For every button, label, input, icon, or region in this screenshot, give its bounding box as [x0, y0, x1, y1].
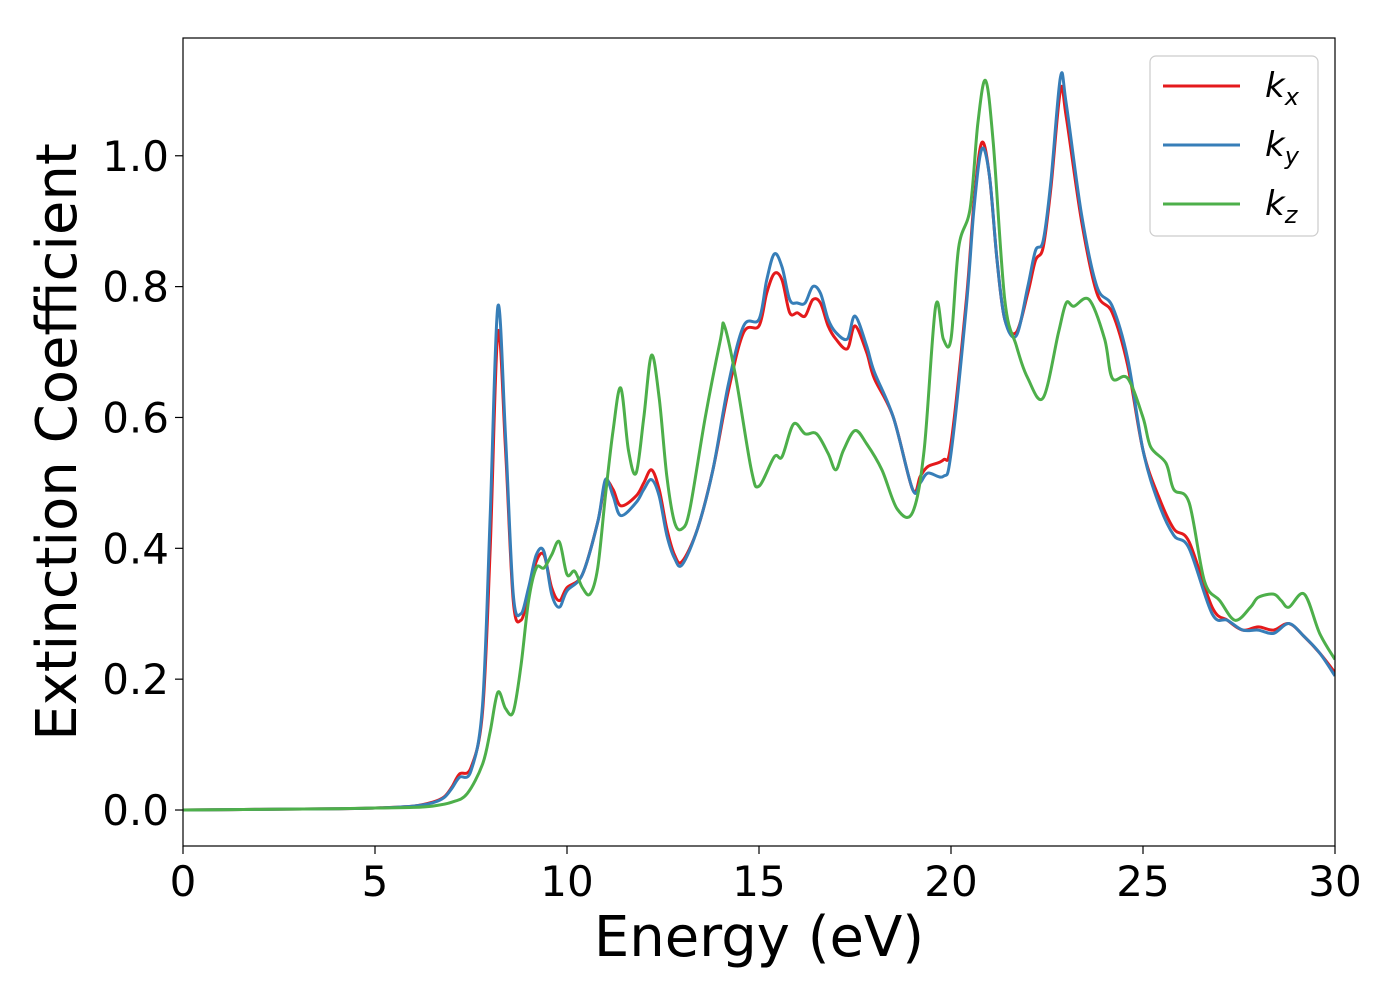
legend: kx ky kz — [1149, 55, 1319, 237]
legend-label-kx: kx — [1265, 66, 1300, 111]
x-tick-label: 5 — [362, 857, 389, 906]
y-tick-label: 0.6 — [102, 393, 169, 442]
y-tick-label: 0.2 — [102, 655, 169, 704]
y-axis-ticks: 0.0 0.2 0.4 0.6 0.8 1.0 — [102, 132, 183, 835]
y-tick-label: 0.8 — [102, 263, 169, 312]
x-tick-label: 30 — [1308, 857, 1361, 906]
y-tick-label: 0.0 — [102, 786, 169, 835]
series-line-kz — [183, 79, 1335, 812]
series-layer — [183, 71, 1335, 812]
y-tick-label: 0.4 — [102, 524, 169, 573]
x-tick-label: 20 — [924, 857, 977, 906]
y-tick-label: 1.0 — [102, 132, 169, 181]
x-tick-label: 10 — [540, 857, 593, 906]
x-tick-label: 15 — [732, 857, 785, 906]
x-axis-ticks: 0 5 10 15 20 25 30 — [170, 846, 1362, 906]
legend-label-ky: ky — [1265, 125, 1300, 170]
y-axis-label: Extinction Coefficient — [25, 143, 90, 741]
series-line-ky — [183, 71, 1335, 812]
x-axis-label: Energy (eV) — [594, 905, 924, 970]
legend-items: kx ky kz — [1163, 66, 1300, 229]
x-tick-label: 25 — [1116, 857, 1169, 906]
x-tick-label: 0 — [170, 857, 197, 906]
legend-label-kz: kz — [1265, 184, 1299, 229]
